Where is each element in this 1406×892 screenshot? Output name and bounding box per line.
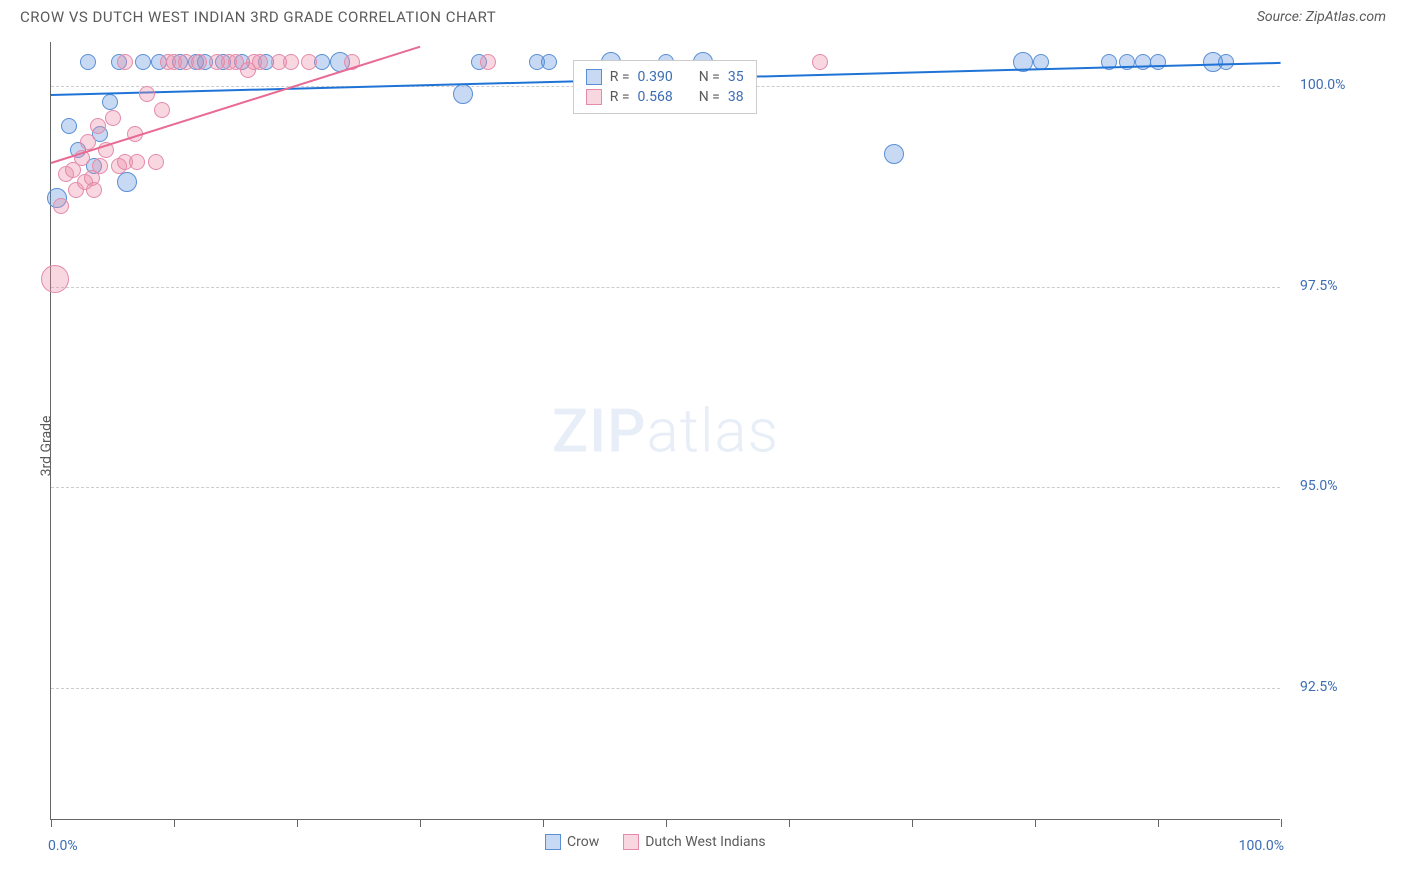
data-point — [301, 54, 317, 70]
data-point — [61, 118, 77, 134]
chart-title: CROW VS DUTCH WEST INDIAN 3RD GRADE CORR… — [20, 8, 496, 26]
chart-header: CROW VS DUTCH WEST INDIAN 3RD GRADE CORR… — [0, 0, 1406, 30]
data-point — [80, 54, 96, 70]
legend-label: Crow — [567, 834, 599, 850]
gridline — [51, 688, 1280, 689]
y-tick-label: 97.5% — [1300, 278, 1338, 294]
legend-item: Crow — [545, 834, 599, 850]
x-tick — [420, 819, 421, 827]
n-label: N = — [699, 89, 720, 105]
data-point — [541, 54, 557, 70]
chart-source: Source: ZipAtlas.com — [1257, 9, 1386, 25]
data-point — [283, 54, 299, 70]
x-tick — [912, 819, 913, 827]
legend-swatch — [586, 69, 602, 85]
data-point — [148, 154, 164, 170]
data-point — [812, 54, 828, 70]
data-point — [191, 54, 207, 70]
y-tick-label: 100.0% — [1300, 77, 1345, 93]
data-point — [129, 154, 145, 170]
x-tick — [51, 819, 52, 827]
data-point — [117, 172, 137, 192]
data-point — [252, 54, 268, 70]
data-point — [117, 54, 133, 70]
legend-swatch — [586, 89, 602, 105]
data-point — [135, 54, 151, 70]
n-label: N = — [699, 69, 720, 85]
legend-swatch — [545, 834, 561, 850]
gridline — [51, 287, 1280, 288]
stats-legend: R = 0.390 N = 35 R = 0.568 N = 38 — [573, 60, 757, 114]
data-point — [1218, 54, 1234, 70]
r-label: R = — [610, 89, 630, 105]
data-point — [1150, 54, 1166, 70]
data-point — [86, 182, 102, 198]
chart-plot-area: ZIPatlas — [50, 42, 1280, 820]
stats-legend-row: R = 0.390 N = 35 — [586, 67, 744, 87]
n-value: 38 — [728, 89, 744, 105]
x-tick-label: 0.0% — [48, 838, 78, 854]
data-point — [90, 118, 106, 134]
x-tick-label: 100.0% — [1239, 838, 1284, 854]
watermark: ZIPatlas — [552, 395, 779, 466]
r-label: R = — [610, 69, 630, 85]
r-value: 0.390 — [638, 69, 673, 85]
data-point — [139, 86, 155, 102]
stats-legend-row: R = 0.568 N = 38 — [586, 87, 744, 107]
n-value: 35 — [728, 69, 744, 85]
bottom-legend: Crow Dutch West Indians — [545, 834, 766, 850]
data-point — [92, 158, 108, 174]
watermark-bold: ZIP — [552, 395, 646, 466]
x-tick — [297, 819, 298, 827]
x-tick — [174, 819, 175, 827]
data-point — [105, 110, 121, 126]
data-point — [154, 102, 170, 118]
x-tick — [543, 819, 544, 827]
data-point — [884, 144, 904, 164]
watermark-light: atlas — [646, 395, 779, 466]
r-value: 0.568 — [638, 89, 673, 105]
x-tick — [1035, 819, 1036, 827]
x-tick — [1158, 819, 1159, 827]
x-tick — [1281, 819, 1282, 827]
data-point — [453, 84, 473, 104]
data-point — [480, 54, 496, 70]
y-tick-label: 92.5% — [1300, 679, 1338, 695]
data-point — [102, 94, 118, 110]
legend-item: Dutch West Indians — [623, 834, 765, 850]
gridline — [51, 487, 1280, 488]
x-tick — [789, 819, 790, 827]
legend-swatch — [623, 834, 639, 850]
y-tick-label: 95.0% — [1300, 478, 1338, 494]
data-point — [53, 198, 69, 214]
data-point — [41, 265, 69, 293]
x-tick — [666, 819, 667, 827]
legend-label: Dutch West Indians — [645, 834, 765, 850]
